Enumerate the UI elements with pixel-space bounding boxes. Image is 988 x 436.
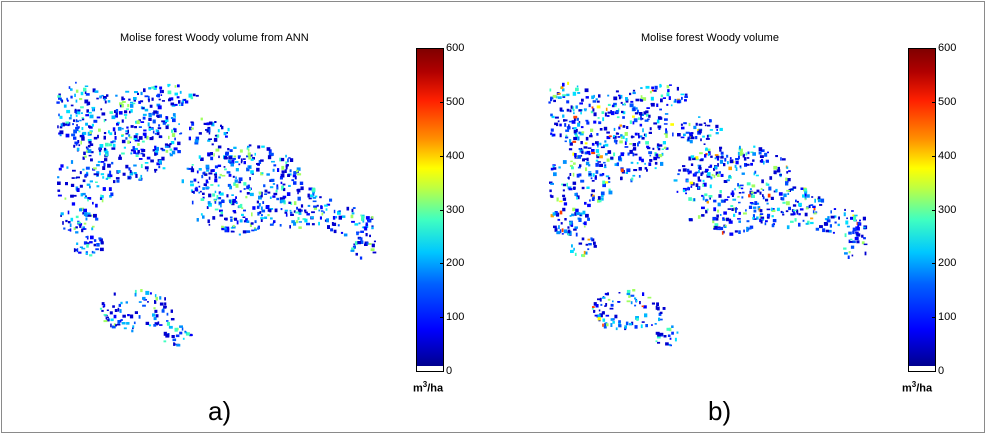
panel-a: Molise forest Woody volume from ANN 600 5…: [0, 0, 494, 434]
colorbar-tick-mark: [440, 155, 444, 157]
colorbar-tick-label: 0: [446, 365, 453, 377]
colorbar-tick-label: 200: [938, 257, 957, 270]
panel-b-colorbar-unit: m3/ha: [902, 380, 933, 395]
panel-a-title: Molise forest Woody volume from ANN: [120, 32, 309, 44]
colorbar-tick-label: 100: [938, 311, 957, 324]
colorbar-tick-mark: [440, 48, 444, 49]
colorbar-tick-mark: [932, 155, 936, 157]
panel-a-colorbar: [416, 48, 444, 372]
colorbar-tick-label: 200: [446, 257, 465, 270]
colorbar-tick-label: 100: [446, 311, 465, 324]
colorbar-tick-label: 500: [938, 95, 957, 108]
panel-b: Molise forest Woody volume 600 500 400 300 2…: [494, 0, 988, 434]
panel-b-woody-volume-map: [548, 81, 868, 347]
colorbar-tick-mark: [932, 317, 936, 319]
panel-b-colorbar: [908, 48, 936, 372]
colorbar-tick-label: 300: [446, 203, 465, 216]
colorbar-tick-mark: [932, 101, 936, 103]
colorbar-tick-mark: [440, 317, 444, 319]
panel-a-woody-volume-map: [56, 81, 377, 347]
colorbar-tick-mark: [932, 48, 936, 49]
colorbar-tick-label: 600: [446, 42, 465, 54]
colorbar-tick-mark: [440, 371, 444, 372]
colorbar-tick-label: 300: [938, 203, 957, 216]
panel-b-letter: b): [708, 396, 732, 426]
colorbar-tick-label: 500: [446, 95, 465, 108]
colorbar-tick-label: 400: [446, 149, 465, 162]
colorbar-tick-label: 400: [938, 149, 957, 162]
panel-a-letter: a): [208, 396, 232, 426]
colorbar-tick-mark: [932, 209, 936, 211]
colorbar-tick-mark: [932, 371, 936, 372]
colorbar-tick-mark: [440, 209, 444, 211]
colorbar-tick-mark: [440, 101, 444, 103]
colorbar-tick-mark: [440, 263, 444, 265]
colorbar-tick-label: 600: [938, 42, 957, 54]
panel-b-title: Molise forest Woody volume: [641, 32, 779, 44]
colorbar-tick-mark: [932, 263, 936, 265]
panel-a-colorbar-unit: m3/ha: [413, 380, 444, 395]
colorbar-tick-label: 0: [938, 365, 945, 377]
